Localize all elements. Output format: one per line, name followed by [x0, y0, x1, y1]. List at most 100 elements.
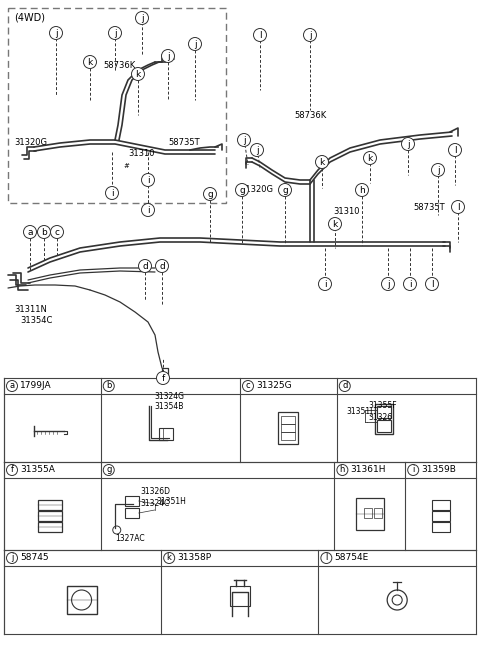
- Text: 58745: 58745: [20, 553, 48, 563]
- Bar: [125, 508, 139, 518]
- Bar: [278, 412, 299, 444]
- Bar: [377, 420, 391, 432]
- Text: 58735T: 58735T: [168, 138, 200, 147]
- Bar: [356, 498, 384, 530]
- Bar: [432, 522, 450, 532]
- Circle shape: [156, 371, 169, 385]
- Text: 58736K: 58736K: [294, 111, 326, 120]
- Bar: [281, 424, 295, 432]
- Circle shape: [278, 183, 291, 197]
- Circle shape: [238, 134, 251, 146]
- Text: 31351J: 31351J: [347, 407, 373, 416]
- Text: j: j: [141, 13, 144, 23]
- Text: k: k: [319, 158, 324, 167]
- Text: k: k: [167, 553, 172, 563]
- Text: b: b: [106, 381, 111, 391]
- Circle shape: [7, 381, 17, 391]
- Text: d: d: [142, 261, 148, 271]
- Text: i: i: [324, 279, 326, 289]
- Text: #: #: [123, 163, 129, 169]
- Text: j: j: [407, 140, 409, 148]
- Text: j: j: [114, 28, 116, 38]
- Text: k: k: [367, 154, 372, 162]
- Circle shape: [7, 553, 17, 563]
- Text: k: k: [87, 58, 93, 66]
- Circle shape: [50, 226, 63, 238]
- Circle shape: [401, 138, 415, 150]
- Bar: [230, 586, 250, 606]
- Text: h: h: [340, 465, 345, 475]
- Bar: [432, 500, 450, 510]
- Text: j: j: [194, 40, 196, 48]
- Circle shape: [448, 144, 461, 156]
- Circle shape: [315, 156, 328, 169]
- Circle shape: [363, 152, 376, 164]
- Circle shape: [103, 465, 114, 475]
- Circle shape: [84, 56, 96, 68]
- Text: 58754E: 58754E: [335, 553, 369, 563]
- Text: i: i: [147, 205, 149, 214]
- Text: 31355A: 31355A: [20, 465, 55, 475]
- Text: c: c: [55, 228, 60, 236]
- Circle shape: [382, 277, 395, 291]
- Bar: [281, 432, 295, 440]
- Text: g: g: [282, 185, 288, 195]
- Text: 31324C: 31324C: [141, 499, 170, 508]
- Text: 31326D: 31326D: [141, 487, 171, 496]
- Text: 31358P: 31358P: [177, 553, 211, 563]
- Text: j: j: [309, 30, 312, 40]
- Text: 31310: 31310: [128, 149, 155, 158]
- Bar: [67, 586, 96, 614]
- Text: 31320G: 31320G: [240, 185, 273, 194]
- Bar: [364, 508, 372, 518]
- Text: f: f: [11, 465, 13, 475]
- Circle shape: [204, 187, 216, 201]
- Text: j: j: [243, 136, 245, 144]
- Text: 31324G: 31324G: [155, 392, 184, 401]
- Text: j: j: [256, 146, 258, 154]
- Circle shape: [156, 260, 168, 273]
- Text: a: a: [27, 228, 33, 236]
- Text: j: j: [55, 28, 57, 38]
- Text: k: k: [332, 220, 337, 228]
- Text: j: j: [387, 279, 389, 289]
- Circle shape: [425, 277, 439, 291]
- Circle shape: [49, 26, 62, 40]
- Circle shape: [452, 201, 465, 214]
- Bar: [375, 404, 393, 434]
- Text: 31326: 31326: [369, 413, 393, 422]
- Text: 58736K: 58736K: [103, 61, 135, 70]
- Circle shape: [106, 187, 119, 199]
- Text: 31351H: 31351H: [157, 497, 187, 506]
- Text: l: l: [431, 279, 433, 289]
- Circle shape: [161, 50, 175, 62]
- Bar: [374, 508, 382, 518]
- Circle shape: [135, 11, 148, 24]
- Text: d: d: [159, 261, 165, 271]
- Text: i: i: [412, 465, 414, 475]
- Text: 31355F: 31355F: [369, 401, 397, 410]
- Text: 31354C: 31354C: [20, 316, 52, 325]
- Text: 1327AC: 1327AC: [115, 534, 144, 543]
- Circle shape: [242, 381, 253, 391]
- Text: (4WD): (4WD): [14, 12, 45, 22]
- Circle shape: [189, 38, 202, 50]
- Circle shape: [321, 553, 332, 563]
- Circle shape: [236, 183, 249, 197]
- Circle shape: [139, 260, 152, 273]
- Bar: [125, 496, 139, 506]
- Text: b: b: [41, 228, 47, 236]
- Text: j: j: [437, 166, 439, 175]
- Circle shape: [356, 183, 369, 197]
- Circle shape: [251, 144, 264, 156]
- Text: l: l: [259, 30, 261, 40]
- Bar: [377, 406, 391, 418]
- Circle shape: [37, 226, 50, 238]
- Text: i: i: [408, 279, 411, 289]
- Circle shape: [319, 277, 332, 291]
- Circle shape: [339, 381, 350, 391]
- Bar: [38, 511, 62, 521]
- Text: l: l: [325, 553, 327, 563]
- Circle shape: [408, 465, 419, 475]
- Circle shape: [164, 553, 175, 563]
